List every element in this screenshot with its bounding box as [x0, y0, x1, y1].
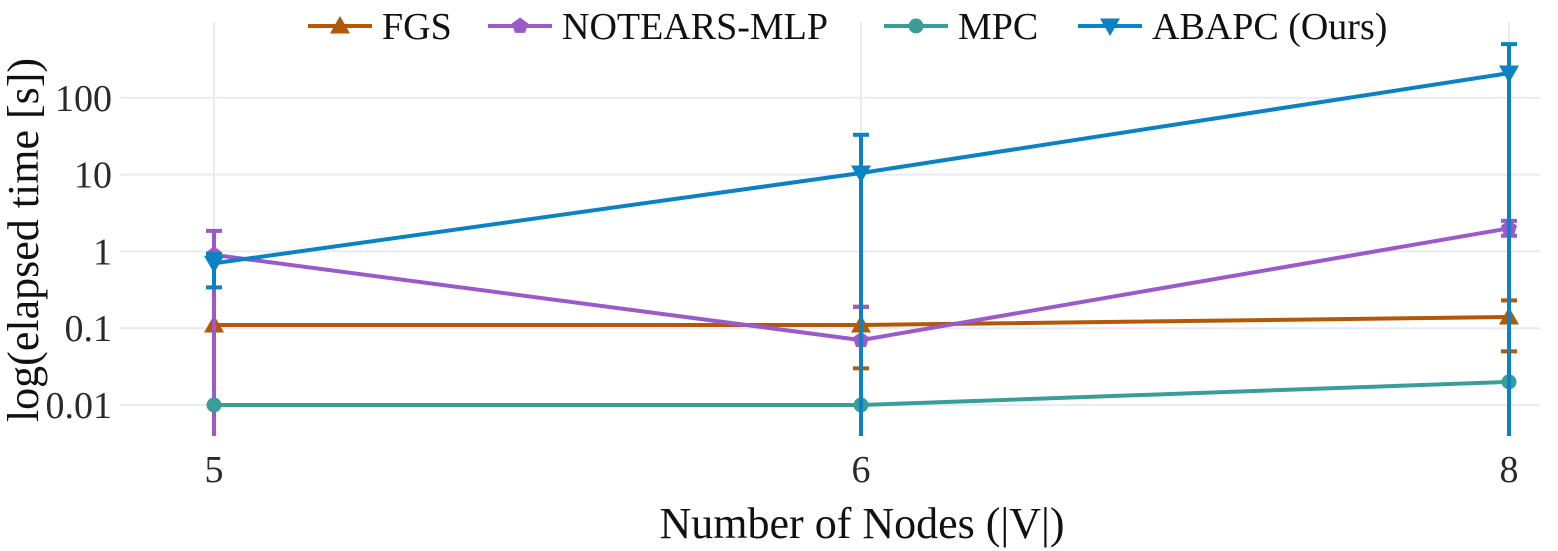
y-axis-title: log(elapsed time [s]): [0, 58, 48, 422]
data-point: [851, 165, 871, 183]
legend-item: MPC: [884, 6, 1038, 48]
y-tick-label: 1: [93, 231, 112, 273]
x-tick-label: 5: [205, 449, 224, 491]
series-layer: [204, 42, 1519, 436]
legend-marker: [908, 18, 924, 34]
x-tick-label: 8: [1500, 449, 1519, 491]
x-tick-label: 6: [852, 449, 871, 491]
y-axis-ticks: 0.01 0.1 1 10 100: [46, 78, 113, 427]
legend-label: ABAPC (Ours): [1152, 6, 1387, 48]
y-tick-label: 0.01: [46, 385, 113, 427]
data-point: [206, 397, 222, 413]
legend-item: NOTEARS-MLP: [488, 6, 828, 48]
grid: [120, 22, 1540, 436]
legend-label: FGS: [382, 6, 452, 48]
legend: FGS NOTEARS-MLP MPC ABAPC (Ours): [308, 6, 1387, 48]
x-axis-title: Number of Nodes (|V|): [660, 499, 1065, 548]
legend-label: MPC: [958, 6, 1038, 48]
legend-item: ABAPC (Ours): [1078, 6, 1387, 48]
data-point: [204, 255, 224, 274]
y-tick-label: 100: [55, 78, 112, 120]
y-tick-label: 0.1: [65, 308, 113, 350]
series-abapc-ours: [204, 42, 1519, 436]
legend-marker: [1100, 18, 1120, 36]
x-axis-ticks: 5 6 8: [205, 449, 1519, 491]
y-tick-label: 10: [74, 155, 112, 197]
legend-marker: [511, 17, 529, 33]
legend-label: NOTEARS-MLP: [562, 6, 828, 48]
legend-item: FGS: [308, 6, 452, 48]
data-point: [1499, 65, 1519, 84]
legend-marker: [330, 16, 350, 34]
